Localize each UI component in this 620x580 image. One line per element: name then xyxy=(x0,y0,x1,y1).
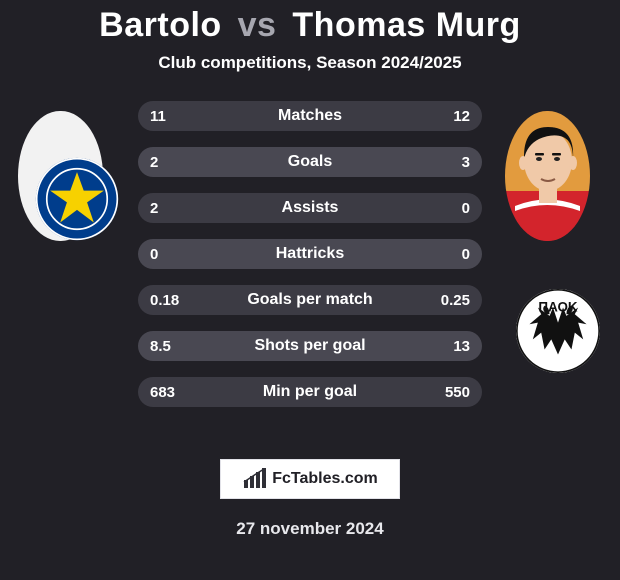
stat-label: Assists xyxy=(282,199,339,217)
stat-label: Min per goal xyxy=(263,383,357,401)
stat-bar: 2 Assists 0 xyxy=(138,193,482,223)
stat-value-player1: 683 xyxy=(150,384,175,401)
stat-value-player1: 2 xyxy=(150,200,158,217)
stat-bar: 2 Goals 3 xyxy=(138,147,482,177)
stat-value-player2: 0.25 xyxy=(441,292,470,309)
stat-label: Matches xyxy=(278,107,342,125)
fctables-logo[interactable]: FcTables.com xyxy=(220,459,400,499)
comparison-content: ΠΑΟΚ 11 Matches 12 2 Goals 3 2 Assists 0 0 Hattric… xyxy=(0,101,620,441)
stat-bar: 11 Matches 12 xyxy=(138,101,482,131)
player2-club-crest: ΠΑΟΚ xyxy=(516,289,600,373)
stat-bar: 0 Hattricks 0 xyxy=(138,239,482,269)
player2-name: Thomas Murg xyxy=(292,6,520,44)
player1-name: Bartolo xyxy=(99,6,222,44)
vs-label: vs xyxy=(238,6,277,44)
stat-value-player1: 0.18 xyxy=(150,292,179,309)
asteras-crest-icon xyxy=(35,157,119,241)
stat-label: Goals per match xyxy=(247,291,372,309)
player2-avatar xyxy=(505,111,590,241)
logo-text: FcTables.com xyxy=(272,470,378,488)
stat-value-player2: 0 xyxy=(462,246,470,263)
stat-bar: 683 Min per goal 550 xyxy=(138,377,482,407)
page-title: Bartolo vs Thomas Murg xyxy=(0,0,620,45)
paok-crest-icon: ΠΑΟΚ xyxy=(516,289,600,373)
stat-value-player1: 2 xyxy=(150,154,158,171)
stat-label: Hattricks xyxy=(276,245,344,263)
stat-value-player1: 0 xyxy=(150,246,158,263)
stat-value-player1: 8.5 xyxy=(150,338,171,355)
subtitle: Club competitions, Season 2024/2025 xyxy=(0,53,620,73)
player2-portrait-icon xyxy=(505,111,590,241)
stat-value-player2: 13 xyxy=(453,338,470,355)
stat-bars: 11 Matches 12 2 Goals 3 2 Assists 0 0 Hattricks 0 0.… xyxy=(138,101,482,423)
stat-value-player2: 0 xyxy=(462,200,470,217)
stat-label: Goals xyxy=(288,153,332,171)
date-label: 27 november 2024 xyxy=(0,519,620,539)
stat-value-player2: 550 xyxy=(445,384,470,401)
stat-value-player2: 3 xyxy=(462,154,470,171)
bars-icon xyxy=(242,468,268,490)
stat-bar: 0.18 Goals per match 0.25 xyxy=(138,285,482,315)
player1-club-crest xyxy=(35,157,119,241)
stat-value-player1: 11 xyxy=(150,108,166,125)
stat-value-player2: 12 xyxy=(453,108,470,125)
stat-bar: 8.5 Shots per goal 13 xyxy=(138,331,482,361)
stat-label: Shots per goal xyxy=(254,337,365,355)
